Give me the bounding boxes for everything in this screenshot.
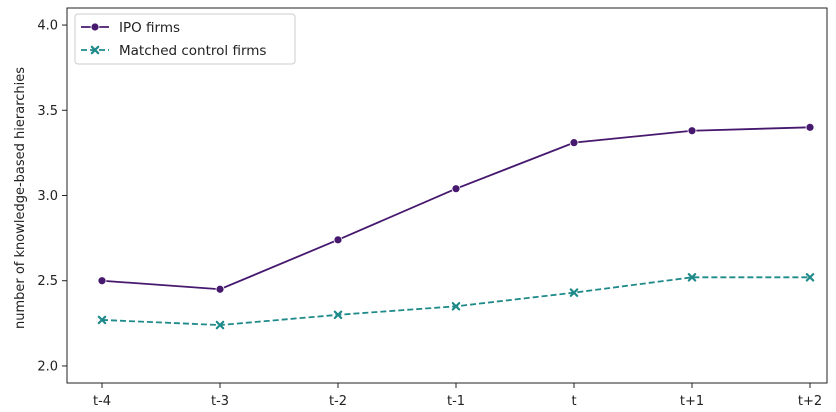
legend-item: Matched control firms: [81, 43, 266, 59]
data-point: [451, 301, 461, 311]
series-layer: [97, 122, 815, 330]
legend-label: Matched control firms: [119, 43, 266, 59]
x-axis: t-4 t-3 t-2 t-1 t t+1 t+2: [93, 383, 822, 409]
legend: IPO firms Matched control firms: [74, 13, 296, 65]
legend-label: IPO firms: [119, 20, 180, 36]
y-tick-label: 3.0: [37, 189, 58, 204]
data-point: [97, 276, 107, 286]
x-tick-label: t+2: [798, 394, 822, 409]
data-point: [215, 320, 225, 330]
data-point: [805, 122, 815, 132]
x-tick-label: t-3: [211, 394, 229, 409]
y-axis: 2.0 2.5 3.0 3.5 4.0: [37, 19, 67, 374]
data-point: [805, 273, 815, 282]
x-tick-label: t-1: [447, 394, 465, 409]
legend-marker: [90, 22, 100, 32]
data-point: [569, 288, 579, 297]
series-matched-control-firms: [97, 273, 815, 330]
data-point: [215, 284, 225, 294]
x-tick-label: t-4: [93, 394, 111, 409]
data-point: [687, 273, 697, 282]
data-point: [569, 138, 579, 148]
y-tick-label: 2.0: [37, 359, 58, 374]
y-axis-label: number of knowledge-based hierarchies: [13, 67, 28, 329]
data-point: [687, 126, 697, 136]
series-line: [101, 126, 811, 291]
series-ipo-firms: [97, 122, 815, 294]
data-point: [333, 310, 343, 320]
data-point: [333, 235, 343, 245]
y-tick-label: 2.5: [37, 274, 58, 289]
y-tick-label: 3.5: [37, 104, 58, 119]
legend-item: IPO firms: [81, 20, 180, 36]
x-tick-label: t: [571, 394, 576, 409]
data-point: [97, 315, 107, 325]
x-tick-label: t-2: [329, 394, 347, 409]
legend-box: [74, 13, 296, 65]
legend-marker: [90, 45, 100, 55]
x-tick-label: t+1: [680, 394, 704, 409]
series-line: [101, 276, 810, 326]
data-point: [451, 184, 461, 194]
y-tick-label: 4.0: [37, 19, 58, 34]
